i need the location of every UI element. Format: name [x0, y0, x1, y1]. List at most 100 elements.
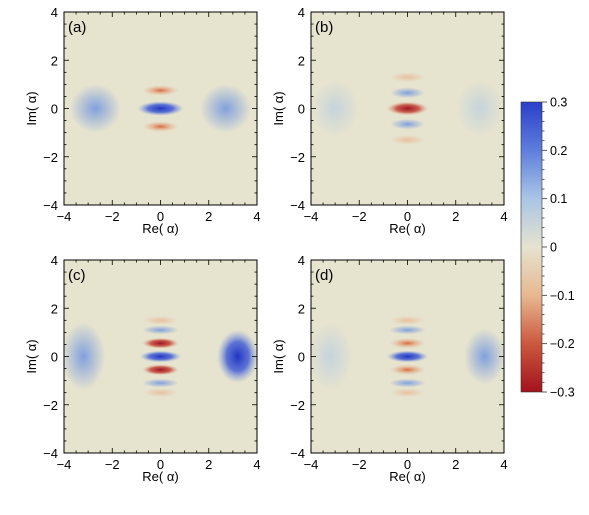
heatmap-feature [390, 118, 425, 130]
heatmap-c [64, 315, 257, 398]
panel-c: −4 −2 0 2 4 −4 −2 0 2 4 Re( α) Im( α) (c) [24, 253, 261, 484]
heatmap-feature [390, 135, 425, 145]
heatmap-feature [142, 337, 179, 349]
colorbar-tick-label: 0 [550, 241, 557, 255]
y-tick-label: 4 [51, 5, 58, 20]
heatmap-feature [70, 84, 121, 133]
x-tick-label: −2 [105, 209, 120, 224]
y-tick-label: 2 [298, 301, 305, 316]
x-tick-label: −4 [304, 457, 319, 472]
y-tick-label: −4 [290, 446, 305, 461]
colorbar-tick-label: 0.2 [550, 144, 567, 158]
x-tick-label: −2 [352, 457, 367, 472]
y-tick-label: −4 [290, 198, 305, 213]
tick-marks [310, 11, 505, 206]
heatmap-feature [200, 84, 251, 133]
x-tick-label: 0 [157, 209, 164, 224]
x-tick-label: 2 [205, 457, 212, 472]
y-tick-label: −2 [43, 150, 58, 165]
colorbar: 0.3 0.2 0.1 0 −0.1 −0.2 −0.3 [520, 96, 575, 400]
x-tick-label: −4 [304, 209, 319, 224]
heatmap-feature [390, 87, 425, 99]
heatmap-feature [143, 388, 178, 398]
y-axis-label: Im( α) [24, 339, 39, 373]
heatmap-feature [311, 322, 353, 391]
colorbar-tick-label: −0.3 [550, 386, 575, 400]
heatmap-feature [142, 325, 179, 335]
x-tick-label: 2 [452, 457, 459, 472]
y-tick-label: 0 [51, 350, 58, 365]
panel-label: (b) [315, 19, 333, 36]
colorbar-gradient [520, 101, 543, 393]
tick-marks [63, 11, 258, 206]
heatmap-feature [389, 337, 426, 349]
heatmap-feature [386, 350, 429, 363]
heatmap-feature [217, 329, 257, 384]
y-tick-label: 0 [298, 102, 305, 117]
panel-d: −4 −2 0 2 4 −4 −2 0 2 4 Re( α) Im( α) (d) [271, 253, 508, 484]
y-tick-label: 4 [298, 253, 305, 268]
heatmap-feature [143, 315, 178, 325]
colorbar-ticks [542, 101, 547, 393]
heatmap-d [311, 315, 504, 398]
x-axis-label: Re( α) [142, 221, 178, 236]
heatmap-feature [139, 350, 182, 363]
x-tick-label: −4 [57, 209, 72, 224]
y-tick-label: 4 [298, 5, 305, 20]
y-tick-label: −4 [43, 446, 58, 461]
panel-label: (a) [68, 19, 86, 36]
heatmap-b [312, 72, 503, 145]
y-axis-label: Im( α) [271, 91, 286, 125]
x-axis-label: Re( α) [389, 469, 425, 484]
heatmap-feature [64, 322, 106, 391]
y-tick-label: 0 [298, 350, 305, 365]
x-tick-label: 0 [404, 209, 411, 224]
y-tick-label: −2 [43, 398, 58, 413]
x-tick-label: −4 [57, 457, 72, 472]
panel-b: −4 −2 0 2 4 −4 −2 0 2 4 Re( α) Im( α) (b) [271, 5, 508, 236]
heatmap-feature [389, 378, 426, 388]
x-tick-label: 4 [500, 457, 507, 472]
x-axis-label: Re( α) [142, 469, 178, 484]
y-tick-label: −4 [43, 198, 58, 213]
y-tick-label: −2 [290, 150, 305, 165]
x-tick-label: −2 [105, 457, 120, 472]
heatmap-feature [142, 364, 179, 376]
heatmap-feature [389, 325, 426, 335]
heatmap-feature [456, 80, 503, 137]
x-tick-label: 4 [253, 209, 260, 224]
heatmap-feature [142, 121, 179, 132]
heatmap-feature [390, 388, 425, 398]
y-axis-label: Im( α) [271, 339, 286, 373]
panel-label: (c) [68, 267, 86, 284]
heatmap-feature [312, 80, 359, 137]
y-tick-label: 4 [51, 253, 58, 268]
x-tick-label: 2 [452, 209, 459, 224]
y-axis-label: Im( α) [24, 91, 39, 125]
x-tick-label: 0 [404, 457, 411, 472]
tick-marks [310, 259, 505, 454]
x-tick-label: −2 [352, 209, 367, 224]
x-tick-label: 4 [500, 209, 507, 224]
heatmap-feature [386, 101, 429, 116]
heatmap-feature [390, 72, 425, 82]
heatmap-feature [464, 328, 504, 385]
y-tick-label: 2 [298, 53, 305, 68]
heatmap-feature [142, 378, 179, 388]
y-tick-label: 2 [51, 301, 58, 316]
x-tick-label: 2 [205, 209, 212, 224]
x-tick-label: 4 [253, 457, 260, 472]
panel-label: (d) [315, 267, 333, 284]
heatmap-a [70, 84, 251, 133]
x-tick-label: 0 [157, 457, 164, 472]
x-axis-label: Re( α) [389, 221, 425, 236]
colorbar-tick-label: 0.1 [550, 192, 567, 206]
heatmap-feature [137, 101, 184, 116]
y-tick-label: 2 [51, 53, 58, 68]
y-tick-label: −2 [290, 398, 305, 413]
tick-marks [63, 259, 258, 454]
heatmap-feature [142, 85, 179, 96]
colorbar-tick-label: −0.1 [550, 289, 575, 303]
heatmap-feature [390, 315, 425, 325]
